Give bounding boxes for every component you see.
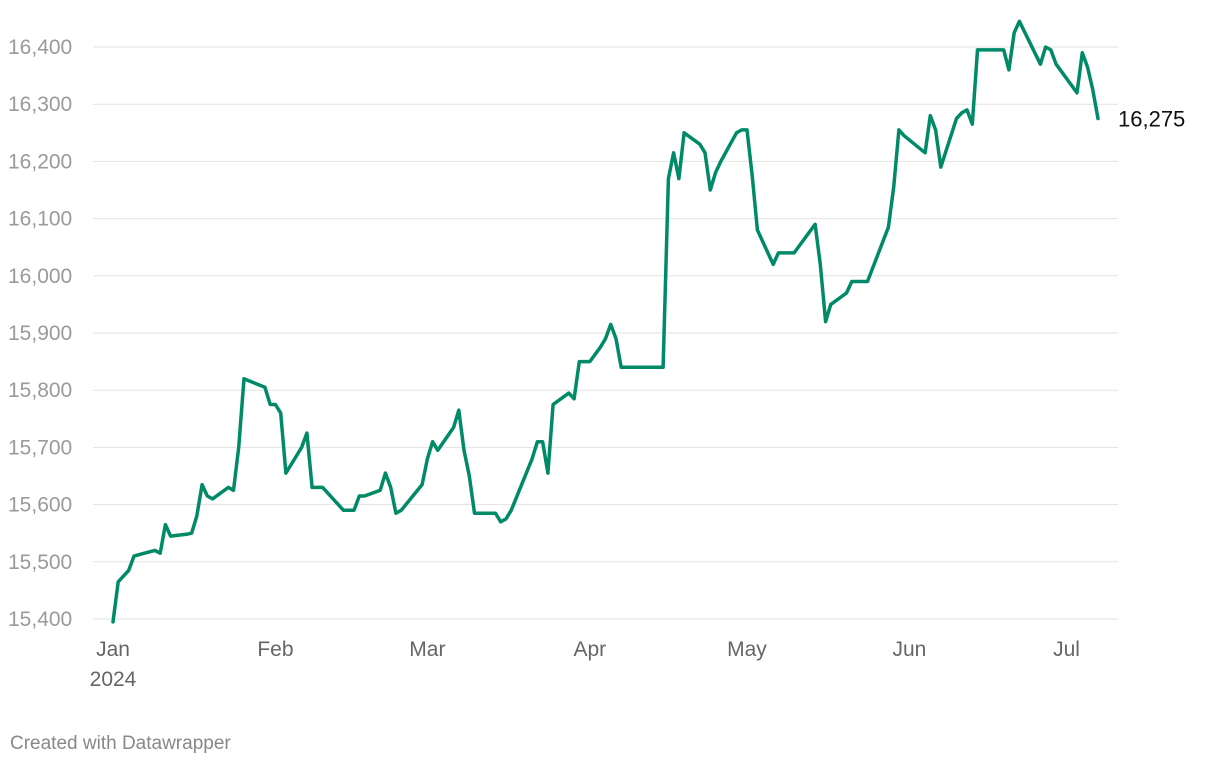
line-chart: 15,400 15,500 15,600 15,700 15,800 15,900 16,0… [8, 19, 1185, 691]
y-tick-label: 16,000 [8, 265, 72, 288]
credit-footer: Created with Datawrapper [10, 733, 231, 754]
end-value-label: 16,275 [1118, 107, 1185, 132]
y-tick-label: 15,800 [8, 379, 72, 402]
x-tick-sublabel: 2024 [90, 668, 137, 691]
y-tick-label: 15,700 [8, 436, 72, 459]
x-tick-label: Feb [257, 638, 293, 661]
y-axis-ticks: 15,400 15,500 15,600 15,700 15,800 15,900 16,0… [8, 36, 72, 631]
y-tick-label: 16,400 [8, 36, 72, 59]
y-tick-label: 16,300 [8, 93, 72, 116]
x-tick-label: May [727, 638, 767, 661]
x-tick-label: Apr [573, 638, 606, 661]
x-axis-ticks: Jan 2024 Feb Mar Apr May Jun Jul [90, 638, 1080, 691]
x-tick-label: Jul [1053, 638, 1080, 661]
series-line [111, 19, 1100, 624]
y-tick-label: 15,600 [8, 494, 72, 517]
gridlines [93, 46, 1118, 620]
series-layer: 16,275 [111, 19, 1185, 624]
y-tick-label: 15,400 [8, 608, 72, 631]
y-tick-label: 15,500 [8, 551, 72, 574]
y-tick-label: 16,100 [8, 208, 72, 231]
y-tick-label: 16,200 [8, 150, 72, 173]
x-tick-label: Jan [96, 638, 130, 661]
x-tick-label: Jun [892, 638, 926, 661]
x-tick-label: Mar [409, 638, 445, 661]
y-tick-label: 15,900 [8, 322, 72, 345]
